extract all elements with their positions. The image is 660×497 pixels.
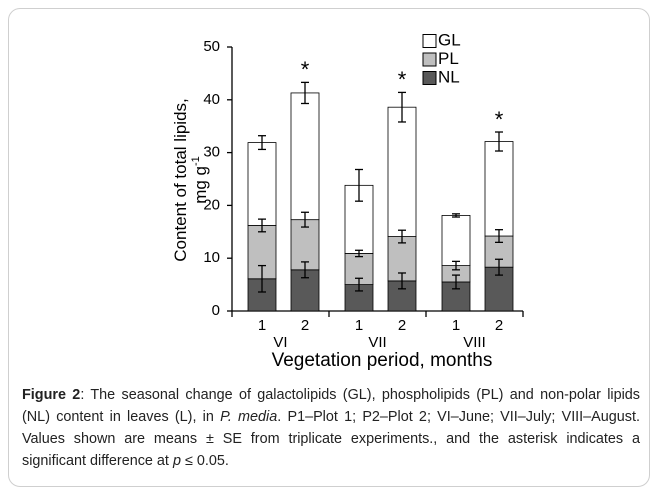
- error-bar: [301, 261, 309, 279]
- y-axis-label: Content of total lipids,: [171, 98, 190, 261]
- caption-text: : The seasonal change of galactolipids (…: [22, 387, 640, 425]
- significance-marker: *: [398, 67, 407, 92]
- y-axis-label: mg g-1: [190, 156, 211, 204]
- caption-text: P. media: [220, 409, 278, 425]
- y-axis-label-sup: -1: [190, 156, 202, 166]
- x-tick-label: 1: [355, 317, 363, 334]
- legend-swatch: [422, 52, 437, 67]
- error-bar: [398, 229, 406, 244]
- x-axis-label: Vegetation period, months: [272, 350, 493, 371]
- legend-label: PL: [438, 49, 459, 68]
- x-tick-label: 2: [398, 317, 406, 334]
- y-tick-label: 40: [203, 91, 220, 108]
- error-bar: [258, 218, 266, 233]
- error-bar: [258, 264, 266, 293]
- y-tick-label: 10: [203, 249, 220, 266]
- error-bar: [355, 277, 363, 292]
- y-axis-label-line: mg g: [191, 166, 210, 204]
- x-tick-label: 2: [495, 317, 503, 334]
- error-bar: [495, 258, 503, 276]
- error-bar: [452, 213, 460, 218]
- bar-segment: [290, 92, 320, 221]
- x-tick-label: 1: [452, 317, 460, 334]
- error-bar: [398, 91, 406, 123]
- error-bar: [495, 229, 503, 244]
- legend-swatch: [422, 34, 437, 48]
- y-tick-label: 0: [212, 302, 220, 319]
- y-axis-label-line: Content of total lipids,: [171, 98, 190, 261]
- error-bar: [452, 274, 460, 290]
- error-bar: [301, 81, 309, 105]
- figure-frame: [8, 8, 650, 487]
- chart: 0 10 20 30 40 50 Content of total lipids, mg g-…: [171, 30, 524, 371]
- significance-marker: *: [301, 57, 310, 82]
- significance-marker: *: [495, 107, 504, 132]
- legend-label: NL: [438, 67, 460, 86]
- caption: Figure 2: The seasonal change of galacto…: [22, 384, 640, 472]
- caption-text: Figure 2: [22, 387, 81, 403]
- y-tick-label: 50: [203, 38, 220, 55]
- bar-segment: [484, 141, 514, 237]
- group-label: VI: [273, 334, 287, 351]
- bar-segment: [247, 142, 277, 226]
- legend-label: GL: [438, 30, 461, 49]
- x-tick-label: 2: [301, 317, 309, 334]
- group-label: VIII: [463, 334, 486, 351]
- error-bar: [355, 249, 363, 258]
- caption-text: ≤ 0.05.: [180, 453, 229, 469]
- caption-text: p: [172, 453, 181, 469]
- bar-segment: [441, 215, 471, 266]
- error-bar: [495, 131, 503, 152]
- error-bar: [258, 135, 266, 151]
- x-tick-label: 1: [258, 317, 266, 334]
- y-tick-label: 20: [203, 196, 220, 213]
- error-bar: [398, 272, 406, 290]
- y-tick-label: 30: [203, 144, 220, 161]
- legend-swatch: [422, 71, 437, 85]
- error-bar: [355, 168, 363, 202]
- bar-segment: [387, 106, 417, 237]
- caption-text: . P1–Plot 1; P2–Plot 2; VI–June; VII–Jul…: [22, 409, 640, 469]
- group-label: VII: [368, 334, 386, 351]
- error-bar: [452, 260, 460, 271]
- error-bar: [301, 211, 309, 228]
